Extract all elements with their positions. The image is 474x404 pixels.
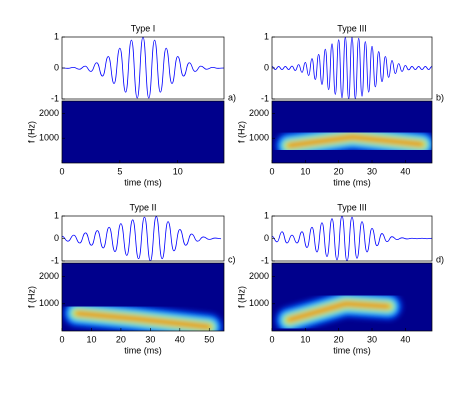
axes-frame — [271, 262, 433, 332]
y-tick-label: 1000 — [249, 133, 269, 143]
x-tick-label: 40 — [400, 166, 410, 176]
y-tick-label: 1000 — [249, 298, 269, 308]
panel-title: Type II — [129, 202, 156, 212]
x-tick-label: 5 — [117, 166, 122, 176]
panel-label: b) — [436, 92, 444, 102]
y-tick-label: 2000 — [39, 271, 59, 281]
y-tick-label: 1000 — [39, 133, 59, 143]
panel-title: Type I — [131, 23, 156, 33]
y-tick-label: 0 — [264, 62, 269, 72]
panel-label: c) — [228, 254, 236, 264]
axes-frame — [271, 215, 433, 262]
y-axis-label: f (Hz) — [236, 286, 246, 308]
x-tick-label: 10 — [300, 166, 310, 176]
ridge-blur — [63, 300, 223, 331]
x-tick-label: 20 — [334, 334, 344, 344]
y-tick-label: -1 — [261, 93, 269, 103]
x-axis-label: time (ms) — [333, 177, 371, 187]
y-tick-label: 1 — [54, 31, 59, 41]
x-tick-label: 0 — [59, 334, 64, 344]
x-tick-label: 30 — [367, 166, 377, 176]
ridge-group — [63, 300, 223, 331]
axes-frame — [271, 36, 433, 100]
ridge-group — [275, 123, 432, 159]
x-tick-label: 0 — [59, 166, 64, 176]
waveform — [62, 37, 224, 99]
x-tick-label: 10 — [173, 166, 183, 176]
plot-area — [62, 37, 224, 99]
y-tick-label: -1 — [51, 255, 59, 265]
axes-frame — [61, 36, 225, 100]
x-tick-label: 30 — [367, 334, 377, 344]
x-axis-label: time (ms) — [333, 345, 371, 355]
x-tick-label: 20 — [334, 166, 344, 176]
spectrogram-panel: 0 10 20 30 40 time (ms) f (Hz) 1000 2000 — [236, 262, 433, 355]
axes-frame — [61, 262, 225, 332]
panel-label: a) — [228, 92, 236, 102]
spectrogram-panel: 0 10 20 30 40 50 time (ms) f (Hz) 1000 2000 — [26, 262, 225, 355]
y-tick-label: 2000 — [39, 108, 59, 118]
panel-label: d) — [436, 254, 444, 264]
y-tick-label: 1000 — [39, 298, 59, 308]
y-tick-label: 0 — [264, 233, 269, 243]
spectrogram-panel: 0 10 20 30 40 time (ms) f (Hz) 1000 2000 — [236, 100, 433, 187]
axes-frame — [61, 100, 225, 164]
y-tick-label: 1 — [264, 31, 269, 41]
waveform-panel: Type II c) -1 0 1 — [51, 202, 236, 265]
x-tick-label: 0 — [269, 166, 274, 176]
y-tick-label: -1 — [51, 93, 59, 103]
axes-frame — [61, 215, 225, 262]
panel-title: Type III — [337, 23, 367, 33]
x-tick-label: 30 — [145, 334, 155, 344]
waveform-panel: Type I a) -1 0 1 — [51, 23, 236, 103]
y-tick-label: 2000 — [249, 271, 269, 281]
x-tick-label: 10 — [300, 334, 310, 344]
x-tick-label: 40 — [175, 334, 185, 344]
plot-area — [272, 37, 432, 99]
y-tick-label: 0 — [54, 233, 59, 243]
y-axis-label: f (Hz) — [26, 121, 36, 143]
x-tick-label: 0 — [269, 334, 274, 344]
spectral-ridge — [287, 135, 424, 148]
waveform-panel: Type III b) -1 0 1 — [261, 23, 444, 103]
x-tick-label: 20 — [116, 334, 126, 344]
x-axis-label: time (ms) — [124, 345, 162, 355]
x-axis-label: time (ms) — [124, 177, 162, 187]
y-tick-label: 2000 — [249, 108, 269, 118]
ridge-blur — [275, 290, 402, 331]
ridge-group — [275, 290, 402, 331]
waveform-panel: Type III d) -1 0 1 — [261, 202, 444, 265]
waveform — [62, 216, 222, 261]
spectral-ridge — [75, 311, 211, 329]
y-axis-label: f (Hz) — [236, 121, 246, 143]
spectrogram-panel: 0 5 10 time (ms) f (Hz) 1000 2000 — [26, 100, 225, 187]
y-tick-label: -1 — [261, 255, 269, 265]
x-tick-label: 50 — [204, 334, 214, 344]
spectral-ridge — [287, 302, 391, 322]
y-tick-label: 1 — [54, 210, 59, 220]
x-tick-label: 10 — [86, 334, 96, 344]
y-tick-label: 1 — [264, 210, 269, 220]
waveform — [272, 216, 432, 261]
y-tick-label: 0 — [54, 62, 59, 72]
panel-title: Type III — [337, 202, 367, 212]
axes-frame — [271, 100, 433, 164]
y-axis-label: f (Hz) — [26, 286, 36, 308]
ridge-blur — [275, 123, 432, 159]
x-tick-label: 40 — [400, 334, 410, 344]
